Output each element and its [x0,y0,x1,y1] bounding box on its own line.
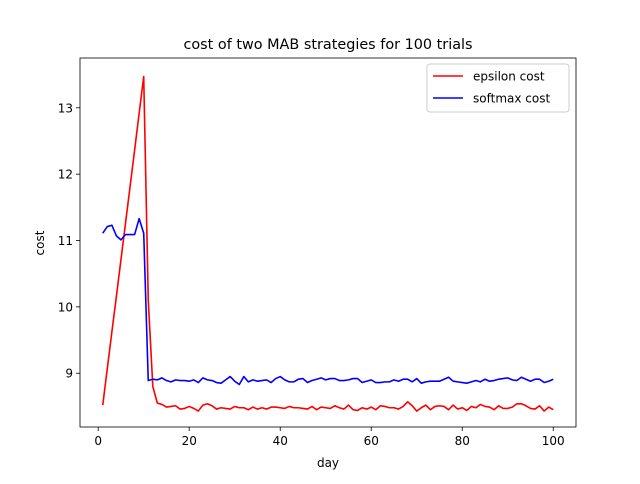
y-tick-label: 9 [65,367,73,381]
y-axis-label: cost [33,230,47,255]
axes-frame [79,57,577,428]
y-tick-label: 11 [58,234,73,248]
series-line-epsilon [101,75,554,412]
y-axis: 9 10 11 12 13 [58,101,80,381]
y-tick-label: 13 [58,101,73,115]
y-tick-label: 12 [58,168,73,182]
x-tick-label: 20 [182,434,197,448]
x-axis-label: day [317,456,339,470]
x-tick-label: 80 [455,434,470,448]
legend-label-softmax: softmax cost [473,92,550,106]
y-tick-label: 10 [58,300,73,314]
legend: epsilon cost softmax cost [426,63,570,113]
series-line-softmax [102,217,554,386]
x-tick-label: 0 [94,434,102,448]
x-tick-label: 40 [273,434,288,448]
plot-area [101,75,554,412]
legend-label-epsilon: epsilon cost [473,70,545,84]
x-tick-label: 60 [364,434,379,448]
x-axis: 0 20 40 60 80 100 [94,427,565,448]
chart-title: cost of two MAB strategies for 100 trial… [183,37,472,53]
x-tick-label: 100 [542,434,565,448]
